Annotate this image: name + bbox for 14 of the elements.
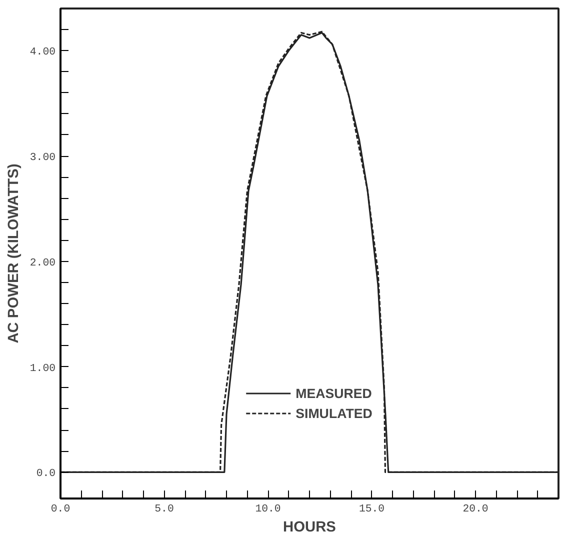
y-tick-label: 1.00 [30, 362, 56, 375]
y-tick-label: 0.0 [36, 468, 56, 480]
legend-label: SIMULATED [296, 406, 372, 420]
y-tick-label: 4.00 [30, 46, 56, 59]
x-tick-label: 0.0 [50, 504, 70, 516]
y-tick-label: 2.00 [30, 257, 56, 270]
y-axis-title: AC POWER (KILOWATTS) [6, 164, 22, 344]
legend-label: MEASURED [296, 386, 372, 400]
x-tick-label: 10.0 [255, 504, 281, 516]
y-tick-label: 3.00 [30, 152, 56, 164]
x-tick-label: 5.0 [154, 504, 174, 516]
x-axis-title: HOURS [283, 520, 336, 536]
x-tick-label: 20.0 [462, 504, 488, 516]
x-tick-label: 15.0 [358, 504, 385, 516]
